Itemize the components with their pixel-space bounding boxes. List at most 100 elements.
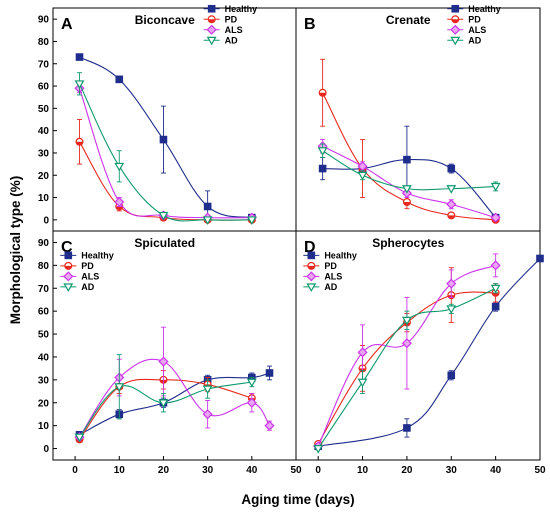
series-healthy (75, 365, 274, 439)
data-point (490, 212, 501, 223)
legend-marker (306, 271, 317, 282)
data-point (265, 369, 274, 377)
data-point (318, 88, 327, 97)
series-curve (79, 141, 252, 221)
legend-marker (450, 36, 461, 46)
y-tick-label: 50 (38, 104, 50, 115)
data-point (403, 424, 411, 432)
data-point (158, 399, 169, 408)
data-point (313, 445, 324, 454)
data-point (402, 198, 411, 207)
series-pd (318, 58, 500, 224)
data-point (401, 316, 412, 326)
x-tick-label: 30 (446, 465, 458, 476)
series-curve (79, 381, 252, 438)
y-tick-label: 90 (38, 15, 50, 26)
legend-marker (207, 4, 216, 13)
series-curve (79, 372, 270, 436)
x-tick-label: 30 (202, 465, 214, 476)
legend-marker (307, 261, 316, 270)
series-curve (318, 258, 541, 447)
panel-a: 0 10 20 30 40 50 60 70 80 90 A Biconcave HealthyPDAL… (38, 4, 297, 232)
data-point (490, 284, 501, 294)
y-tick-label: 10 (38, 193, 50, 204)
panel-title: Biconcave (135, 13, 195, 27)
legend-marker (64, 251, 73, 260)
x-tick-label: 50 (534, 465, 546, 476)
legend-entry: AD (324, 282, 337, 292)
data-point (447, 371, 456, 380)
legend-marker (451, 4, 460, 13)
series-healthy (314, 254, 544, 451)
series-ad (74, 72, 257, 225)
y-tick-label: 70 (38, 59, 50, 70)
data-point (159, 135, 168, 144)
data-point (447, 164, 456, 173)
x-tick-label: 20 (401, 465, 413, 476)
data-point (114, 383, 125, 392)
data-point (357, 347, 368, 358)
legend-marker (206, 36, 217, 46)
series-als (74, 83, 257, 223)
series-curve (79, 83, 252, 222)
series-als (74, 326, 275, 443)
y-tick-label: 0 (43, 215, 49, 226)
legend-entry: ALS (225, 25, 243, 35)
data-point (317, 147, 328, 156)
data-point (401, 185, 412, 194)
panel-frame (295, 7, 541, 232)
series-healthy (75, 53, 256, 223)
legend-entry: PD (81, 261, 94, 271)
legend-entry: ALS (324, 272, 342, 282)
legend-entry: PD (468, 14, 481, 24)
data-point (202, 385, 213, 395)
legend-entry: PD (324, 261, 337, 271)
x-tick-label: 0 (315, 465, 321, 476)
data-point (357, 171, 368, 181)
legend-entry: PD (225, 14, 238, 24)
y-axis-label: Morphological type (%) (8, 176, 23, 325)
data-point (114, 162, 125, 172)
data-point (536, 254, 544, 263)
data-point (490, 260, 501, 271)
data-point (115, 75, 124, 84)
panel-letter: D (304, 239, 316, 256)
series-curve (78, 88, 252, 219)
data-point (446, 278, 457, 289)
x-tick-label: 50 (290, 465, 302, 476)
y-tick-label: 80 (38, 261, 50, 272)
panel-letter: B (304, 16, 316, 33)
data-point (114, 196, 125, 208)
data-point (202, 216, 213, 225)
data-point (74, 433, 85, 443)
legend-entry: Healthy (225, 4, 258, 14)
y-tick-label: 60 (38, 82, 50, 93)
x-tick-label: 10 (114, 465, 126, 476)
series-ad (313, 283, 501, 454)
data-point (158, 211, 169, 221)
series-ad (74, 354, 257, 443)
y-tick-label: 90 (38, 238, 50, 249)
data-point (264, 420, 275, 431)
data-point (246, 216, 257, 225)
y-tick-label: 0 (43, 444, 49, 455)
y-tick-label: 70 (38, 284, 50, 295)
x-tick-label: 40 (246, 465, 258, 476)
panel-letter: A (61, 16, 73, 33)
data-point (318, 164, 327, 173)
y-tick-label: 60 (38, 307, 50, 318)
legend-marker (63, 283, 74, 292)
y-tick-label: 20 (38, 398, 50, 409)
y-tick-label: 80 (38, 37, 50, 48)
series-pd (75, 370, 256, 444)
legend-marker (307, 251, 316, 260)
legend-marker (306, 283, 317, 292)
series-curve (79, 378, 252, 440)
data-point (357, 378, 368, 388)
x-tick-label: 20 (158, 465, 170, 476)
y-tick-label: 20 (38, 171, 50, 182)
data-point (75, 137, 84, 146)
